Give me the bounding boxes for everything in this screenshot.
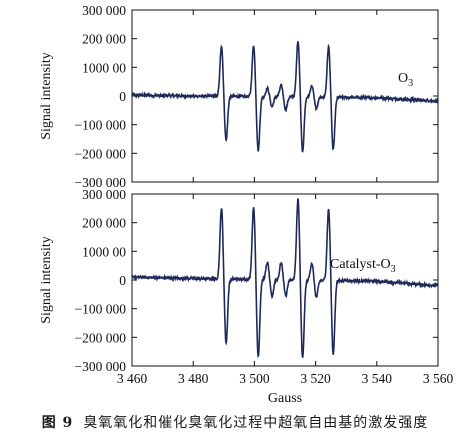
y-tick-label: 300 000 bbox=[82, 187, 126, 202]
x-axis-title: Gauss bbox=[268, 391, 302, 406]
x-ticks-bottom: 3 460 3 480 3 500 3 520 3 540 3 560 bbox=[117, 194, 454, 386]
y-tick-label: −100 000 bbox=[75, 118, 127, 133]
plot-frame-bottom bbox=[131, 193, 439, 367]
figure-caption-text: 臭氧氧化和催化臭氧化过程中超氧自由基的激发强度 bbox=[83, 415, 429, 431]
series-line-o3 bbox=[131, 40, 439, 153]
x-tick-label: 3 460 bbox=[117, 371, 148, 386]
x-tick-label: 3 540 bbox=[362, 371, 393, 386]
x-tick-label: 3 500 bbox=[239, 371, 270, 386]
y-tick-label: −300 000 bbox=[75, 175, 127, 190]
y-ticks-bottom: −300 000 −200 000 −100 000 0 1000 00 200 000 3… bbox=[75, 187, 438, 374]
y-tick-label: 1000 00 bbox=[82, 244, 126, 259]
figure-caption: 图 9 臭氧氧化和催化臭氧化过程中超氧自由基的激发强度 bbox=[0, 412, 470, 432]
y-tick-label: −200 000 bbox=[75, 330, 127, 345]
x-tick-label: 3 520 bbox=[300, 371, 331, 386]
y-ticks-top: −300 000 −200 000 −100 000 0 1000 00 200 000 3… bbox=[75, 3, 438, 190]
y-tick-label: −200 000 bbox=[75, 146, 127, 161]
y-tick-label: −100 000 bbox=[75, 302, 127, 317]
y-axis-title-top: Signal intensity bbox=[39, 52, 54, 140]
panel-top: −300 000 −200 000 −100 000 0 1000 00 200 000 3… bbox=[39, 3, 439, 190]
series-label-o3: O3 bbox=[398, 71, 413, 89]
y-tick-label: 200 000 bbox=[82, 32, 126, 47]
figure-number: 图 9 bbox=[41, 415, 74, 431]
y-tick-label: 0 bbox=[119, 273, 126, 288]
series-label-catalyst-o3: Catalyst-O3 bbox=[330, 257, 396, 275]
y-axis-title-bottom: Signal intensity bbox=[39, 236, 54, 324]
x-tick-label: 3 480 bbox=[178, 371, 209, 386]
y-tick-label: 200 000 bbox=[82, 216, 126, 231]
y-tick-label: 0 bbox=[119, 89, 126, 104]
y-tick-label: 1000 00 bbox=[82, 60, 126, 75]
x-tick-label: 3 560 bbox=[423, 371, 454, 386]
series-line-catalyst-o3 bbox=[131, 198, 439, 358]
y-tick-label: 300 000 bbox=[82, 3, 126, 18]
y-tick-label: −300 000 bbox=[75, 359, 127, 374]
